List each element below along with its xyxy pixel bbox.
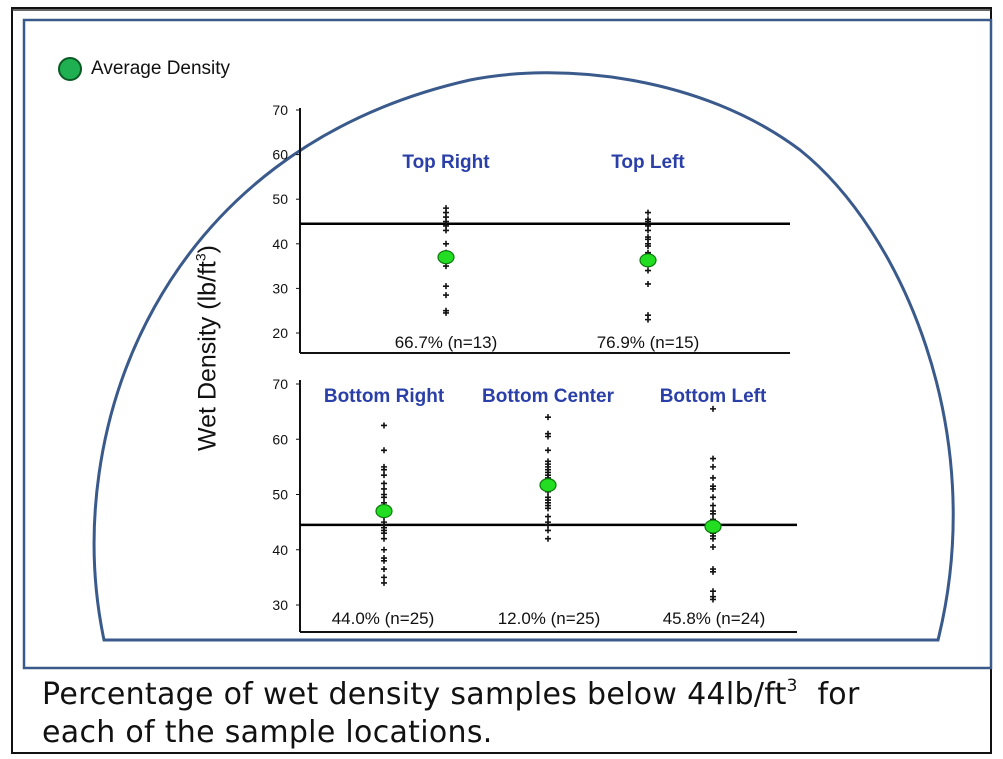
- average-density-marker: [375, 503, 393, 519]
- arch-outline: [92, 71, 955, 642]
- legend-label: Average Density: [91, 58, 231, 79]
- stat-label: 12.0% (n=25): [498, 609, 601, 628]
- sample-point: [443, 292, 449, 299]
- sample-point: [381, 472, 387, 479]
- sample-point: [645, 243, 651, 250]
- caption-part2: for: [797, 677, 860, 712]
- figure-caption: Percentage of wet density samples below …: [42, 676, 982, 752]
- y-tick-label: 20: [272, 325, 288, 341]
- sample-point: [443, 227, 449, 234]
- y-tick-label: 70: [272, 376, 288, 392]
- sample-point: [710, 455, 716, 462]
- stat-label: 44.0% (n=25): [332, 609, 435, 628]
- sample-point: [710, 510, 716, 517]
- sample-point: [443, 309, 449, 316]
- y-tick-label: 40: [272, 236, 288, 252]
- sample-point: [443, 240, 449, 247]
- sample-point: [710, 535, 716, 542]
- y-axis-label: Wet Density (lb/ft3): [192, 245, 223, 451]
- sample-point: [645, 280, 651, 287]
- y-tick-label: 70: [272, 102, 288, 118]
- chart-legend: Average Density: [58, 55, 230, 83]
- inner-frame: [22, 18, 993, 670]
- y-tick-label: 40: [272, 542, 288, 558]
- series-label: Bottom Center: [482, 386, 615, 407]
- sample-point: [545, 513, 551, 520]
- sample-point: [710, 502, 716, 509]
- sample-point: [545, 521, 551, 528]
- series-label: Bottom Left: [660, 386, 767, 407]
- sample-point: [381, 466, 387, 473]
- sample-point: [710, 463, 716, 470]
- sample-point: [645, 267, 651, 274]
- stat-label: 76.9% (n=15): [597, 333, 700, 352]
- sample-point: [710, 588, 716, 595]
- y-tick-label: 30: [272, 597, 288, 613]
- series-label: Bottom Right: [324, 386, 445, 407]
- average-density-marker: [539, 478, 557, 493]
- y-axis-label-text: Wet Density (lb/ft: [193, 261, 222, 451]
- caption-line2: each of the sample locations.: [42, 715, 493, 750]
- sample-point: [381, 574, 387, 581]
- sample-point: [381, 535, 387, 542]
- sample-point: [381, 485, 387, 492]
- y-axis-label-close: ): [193, 245, 222, 254]
- average-density-legend-marker: [58, 57, 82, 81]
- sample-point: [710, 596, 716, 603]
- sample-point: [710, 568, 716, 575]
- y-tick-label: 30: [272, 280, 288, 296]
- y-tick-label: 50: [272, 487, 288, 503]
- caption-part1: Percentage of wet density samples below …: [42, 677, 787, 712]
- series-label: Top Left: [611, 152, 685, 173]
- y-axis-label-superscript: 3: [192, 253, 209, 262]
- sample-point: [381, 447, 387, 454]
- sample-point: [381, 530, 387, 537]
- sample-point: [381, 579, 387, 586]
- chart-panel-2: 30 40 50 60 70 Bottom Right 44.0% (n=25) Bottom…: [272, 376, 797, 633]
- sample-point: [545, 414, 551, 421]
- sample-point: [545, 433, 551, 440]
- sample-point: [381, 546, 387, 553]
- y-tick-label: 50: [272, 191, 288, 207]
- sample-point: [381, 494, 387, 501]
- sample-point: [545, 527, 551, 534]
- sample-point: [381, 566, 387, 573]
- sample-point: [545, 535, 551, 542]
- sample-point: [545, 505, 551, 512]
- series-label: Top Right: [402, 152, 490, 173]
- sample-point: [710, 494, 716, 501]
- stat-label: 66.7% (n=13): [395, 333, 498, 352]
- y-tick-label: 60: [272, 431, 288, 447]
- caption-superscript: 3: [786, 676, 798, 696]
- stat-label: 45.8% (n=24): [663, 609, 766, 628]
- average-density-marker: [639, 253, 657, 268]
- sample-point: [645, 316, 651, 323]
- sample-point: [545, 447, 551, 454]
- sample-point: [645, 227, 651, 234]
- y-tick-label: 60: [272, 147, 288, 163]
- sample-point: [381, 480, 387, 487]
- sample-point: [381, 422, 387, 429]
- sample-point: [710, 474, 716, 481]
- chart-panel-1: 20 30 40 50 60 70 Top Right 66.7% (n=13) Top Lef…: [272, 102, 790, 354]
- sample-point: [710, 485, 716, 492]
- sample-point: [645, 209, 651, 216]
- sample-point: [710, 543, 716, 550]
- average-density-marker: [437, 250, 455, 265]
- average-density-marker: [704, 519, 722, 534]
- sample-point: [443, 283, 449, 290]
- sample-point: [381, 557, 387, 564]
- sample-point: [710, 405, 716, 412]
